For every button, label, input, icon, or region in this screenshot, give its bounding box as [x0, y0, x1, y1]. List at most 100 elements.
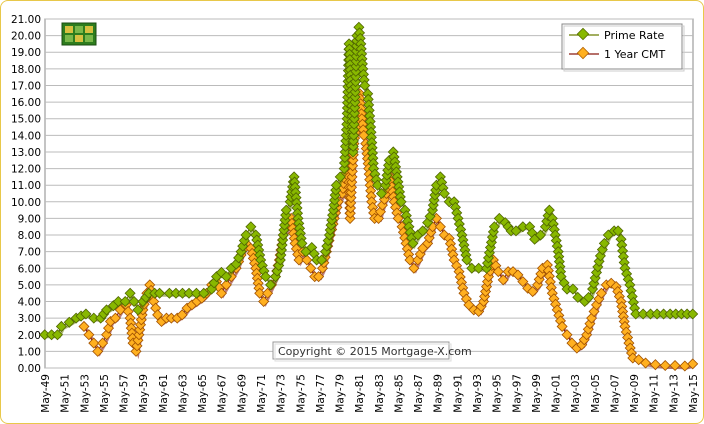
- y-tick-label: 15.00: [11, 114, 41, 126]
- series-1-point: [492, 266, 504, 278]
- x-tick-label: May-93: [472, 374, 484, 413]
- series-1-point: [595, 287, 607, 299]
- x-tick-label: May-83: [374, 374, 386, 413]
- x-tick-label: May-75: [295, 374, 307, 413]
- series-1-point: [517, 276, 529, 288]
- x-tick-label: May-51: [60, 374, 72, 413]
- series-0-point: [375, 187, 387, 200]
- series-1-point: [78, 320, 90, 332]
- series-0-point: [124, 287, 136, 299]
- x-tick-label: May-81: [354, 374, 366, 413]
- y-tick-label: 16.00: [11, 97, 41, 109]
- series-0-point: [55, 320, 67, 332]
- y-tick-label: 0.00: [18, 363, 41, 375]
- y-tick-label: 11.00: [11, 180, 41, 192]
- y-tick-label: 12.00: [11, 164, 41, 176]
- y-tick-label: 6.00: [18, 263, 41, 275]
- series-0-point: [198, 287, 210, 299]
- y-tick-label: 20.00: [11, 31, 41, 43]
- series-0-point: [51, 329, 63, 341]
- y-tick-label: 5.00: [18, 280, 41, 292]
- series-0-point: [240, 229, 252, 241]
- x-tick-label: May-63: [177, 374, 189, 413]
- series-1-point: [561, 329, 573, 341]
- y-tick-label: 10.00: [11, 197, 41, 209]
- series-1-point: [659, 359, 671, 372]
- series-1-point: [262, 287, 274, 299]
- legend: Prime Rate 1 Year CMT: [561, 23, 685, 72]
- series-0-point: [517, 221, 529, 233]
- x-tick-label: May-87: [413, 374, 425, 413]
- x-tick-label: May-95: [492, 374, 504, 413]
- series-0-point: [681, 308, 693, 320]
- series-1-point: [165, 312, 177, 324]
- x-tick-label: May-53: [79, 374, 91, 413]
- y-tick-label: 13.00: [11, 147, 41, 159]
- series-0-point: [687, 308, 699, 320]
- series-0-point: [583, 291, 595, 303]
- series-0-point: [119, 296, 131, 308]
- series-0-point: [535, 229, 547, 241]
- x-tick-label: May-69: [236, 374, 248, 413]
- series-0-point: [101, 304, 113, 316]
- series-0-point: [334, 171, 346, 183]
- series-0-point: [543, 204, 555, 216]
- series-0-point: [561, 283, 573, 295]
- series-1-point: [215, 287, 227, 299]
- series-1-point: [293, 254, 305, 266]
- series-0-point: [372, 179, 384, 191]
- series-1-point: [83, 329, 95, 341]
- series-0-point: [170, 287, 182, 299]
- x-tick-label: May-11: [649, 374, 661, 413]
- series-1-point: [97, 337, 109, 349]
- x-tick-label: May-03: [570, 374, 582, 413]
- series-1-point: [408, 262, 420, 274]
- series-0-point: [651, 308, 663, 320]
- y-tick-label: 7.00: [18, 247, 41, 259]
- series-0-point: [163, 287, 175, 299]
- series-0-point: [461, 254, 473, 266]
- series-0-point: [132, 304, 144, 316]
- x-tick-label: May-77: [315, 374, 327, 413]
- series-1-point: [669, 359, 681, 372]
- x-tick-label: May-73: [276, 374, 288, 413]
- series-0-point: [644, 308, 657, 320]
- series-1-point: [497, 274, 509, 286]
- series-0-point: [265, 279, 277, 291]
- x-tick-label: May-49: [40, 374, 52, 413]
- x-axis: May-49 May-51 May-53 May-55 May-57 May-59 May-…: [40, 374, 700, 413]
- x-tick-label: May-79: [335, 374, 347, 413]
- series-1-point: [687, 358, 699, 370]
- y-tick-label: 2.00: [18, 330, 41, 342]
- y-tick-label: 18.00: [11, 64, 41, 76]
- series-1-point: [404, 254, 416, 266]
- series-1-point: [512, 269, 524, 281]
- series-0-point: [612, 225, 624, 237]
- x-tick-label: May-61: [158, 374, 170, 413]
- series-0-point: [572, 291, 584, 303]
- x-tick-label: May-91: [452, 374, 464, 413]
- series-0-point: [88, 312, 100, 324]
- series-0-point: [128, 296, 140, 308]
- y-tick-label: 3.00: [18, 313, 41, 325]
- x-tick-label: May-71: [256, 374, 268, 413]
- x-tick-label: May-65: [197, 374, 209, 413]
- series-1-point: [88, 337, 100, 349]
- series-0-point: [488, 221, 500, 233]
- series-0-point: [670, 308, 682, 320]
- series-1-point: [649, 359, 661, 371]
- series-0-point: [176, 287, 189, 299]
- series-0-point: [280, 204, 292, 216]
- series-0-point: [190, 287, 202, 299]
- series-0-point: [598, 237, 610, 249]
- series-0-point: [407, 237, 419, 249]
- x-tick-label: May-99: [531, 374, 543, 413]
- series-0-point: [637, 308, 649, 320]
- x-tick-label: May-85: [393, 374, 405, 413]
- series-0-point: [675, 308, 687, 320]
- x-tick-label: May-09: [629, 374, 641, 413]
- series-0-point: [154, 287, 166, 299]
- series-0-point: [245, 221, 257, 233]
- series-0-point: [395, 196, 407, 208]
